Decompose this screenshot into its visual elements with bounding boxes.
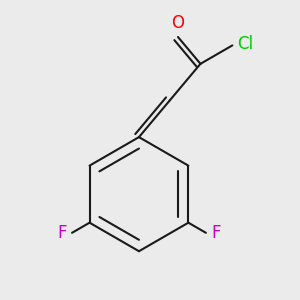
Text: F: F (57, 224, 67, 242)
Text: F: F (212, 224, 221, 242)
Text: O: O (172, 14, 184, 32)
Text: Cl: Cl (237, 34, 253, 52)
